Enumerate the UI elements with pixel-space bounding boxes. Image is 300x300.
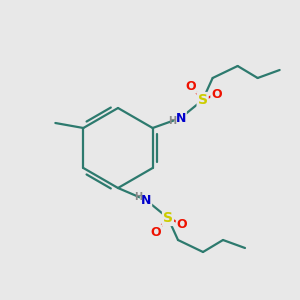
Text: O: O (177, 218, 187, 230)
Text: O: O (211, 88, 222, 100)
Text: S: S (163, 211, 173, 225)
Text: O: O (185, 80, 196, 92)
Text: N: N (141, 194, 151, 206)
Text: N: N (176, 112, 186, 124)
Text: H: H (134, 192, 142, 202)
Text: O: O (151, 226, 161, 238)
Text: S: S (198, 93, 208, 107)
Text: H: H (169, 116, 177, 126)
